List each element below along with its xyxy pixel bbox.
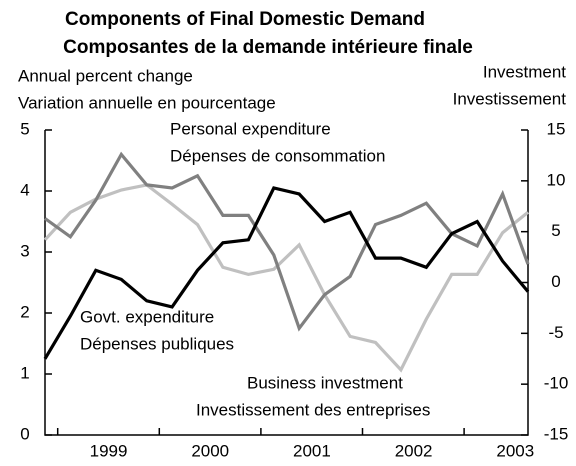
y-tick-label: 0: [20, 424, 29, 443]
y2-tick-label: 10: [547, 170, 566, 189]
y2-tick-label: 0: [551, 272, 560, 291]
series-annotation: Dépenses publiques: [80, 334, 234, 353]
series-annotation: Personal expenditure: [170, 119, 331, 138]
y2-tick-label: -15: [544, 424, 569, 443]
y-axis-label: Variation annuelle en pourcentage: [18, 93, 276, 112]
y-tick-label: 5: [20, 119, 29, 138]
x-tick: [56, 428, 465, 435]
y-tick-label: 1: [20, 363, 29, 382]
series-annotation: Govt. expenditure: [80, 307, 214, 326]
y2-axis-label: Investissement: [453, 89, 567, 108]
series-annotation: Investissement des entreprises: [196, 400, 430, 419]
x-tick-label: 1999: [90, 441, 128, 460]
y2-axis-label: Investment: [483, 62, 566, 81]
series-line: [44, 151, 530, 332]
series-line: [43, 183, 530, 373]
chart-subtitle: Composantes de la demande intérieure fin…: [63, 37, 473, 58]
x-tick-label: 2003: [496, 441, 534, 460]
y2-tick-label: 15: [547, 119, 566, 138]
y-axis-label: Annual percent change: [18, 66, 193, 85]
chart-title: Components of Final Domestic Demand: [65, 9, 425, 30]
y2-tick-label: 5: [551, 221, 560, 240]
series-annotation: Business investment: [247, 373, 403, 392]
y-tick-label: 4: [20, 180, 29, 199]
x-tick-label: 2002: [395, 441, 433, 460]
y-tick-label: 3: [20, 241, 29, 260]
series-line: [43, 186, 530, 360]
series-annotation: Dépenses de consommation: [170, 146, 385, 165]
y-tick-label: 2: [20, 302, 29, 321]
x-tick-label: 2001: [293, 441, 331, 460]
y2-tick-label: -10: [544, 374, 569, 393]
x-tick-label: 2000: [191, 441, 229, 460]
y2-tick-label: -5: [548, 323, 563, 342]
